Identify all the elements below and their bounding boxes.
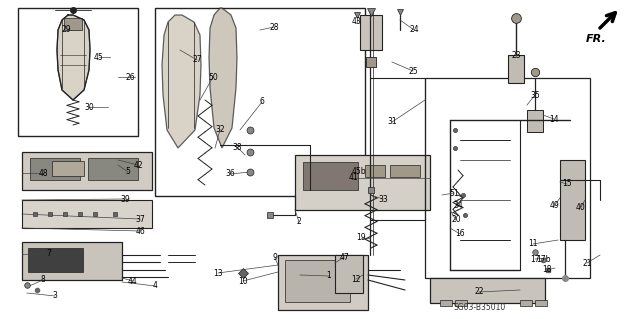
Text: 43: 43 [352,18,362,26]
Text: 4: 4 [152,281,157,291]
Text: 35: 35 [530,91,540,100]
Bar [64,18,82,30]
Text: 18: 18 [542,265,552,275]
Text: 33: 33 [378,195,388,204]
Bar [22,242,122,280]
Text: 38: 38 [232,143,242,152]
Bar [360,15,382,50]
Text: 14: 14 [549,115,559,123]
Text: 47: 47 [339,253,349,262]
Text: 39: 39 [120,195,130,204]
Bar [560,160,585,240]
Bar [30,158,80,180]
Bar [527,110,543,132]
Text: 17b: 17b [536,255,550,263]
Bar [278,255,368,310]
Text: 27: 27 [192,56,202,64]
Bar [88,158,138,180]
Text: 13: 13 [213,269,223,278]
Text: 36: 36 [225,169,235,179]
Text: 34: 34 [453,202,463,211]
Bar [335,255,363,293]
Text: 51: 51 [449,189,459,197]
Text: 26: 26 [125,72,135,81]
Text: 45b: 45b [352,167,366,176]
Bar [155,8,365,196]
Text: 9: 9 [273,254,277,263]
Polygon shape [209,8,237,148]
Text: 12: 12 [351,275,361,284]
Bar [535,300,547,306]
Bar [508,55,524,83]
Text: 21: 21 [582,258,592,268]
Text: SG03-B35010: SG03-B35010 [454,303,506,313]
Text: 17: 17 [530,255,540,263]
Bar [440,300,452,306]
Bar [295,155,430,210]
Text: 40: 40 [576,203,586,211]
Text: 37: 37 [135,214,145,224]
Bar [285,260,350,302]
Polygon shape [162,15,201,148]
Text: 22: 22 [474,287,484,296]
Text: 31: 31 [387,117,397,127]
Text: 16: 16 [455,229,465,239]
Text: 45: 45 [94,53,104,62]
Text: 15: 15 [562,180,572,189]
Text: 7: 7 [47,249,51,258]
Text: 49: 49 [549,202,559,211]
Text: 24: 24 [409,26,419,34]
Text: 11: 11 [528,240,538,249]
Bar [22,152,152,190]
Text: 50: 50 [208,72,218,81]
Text: 3: 3 [52,292,58,300]
Bar [390,165,420,177]
Text: 25: 25 [408,66,418,76]
Bar [303,162,358,190]
Text: 2: 2 [296,218,301,226]
Text: 8: 8 [40,276,45,285]
Text: 23: 23 [511,51,521,61]
Text: 5: 5 [125,167,131,176]
Text: 30: 30 [84,102,94,112]
Text: 10: 10 [238,277,248,286]
Text: 29: 29 [61,26,71,34]
Text: 20: 20 [451,216,461,225]
Text: 28: 28 [269,23,279,32]
Text: 46: 46 [135,226,145,235]
Bar [18,8,138,136]
Text: 48: 48 [38,168,48,177]
Text: 41: 41 [348,174,358,182]
Text: 1: 1 [326,271,332,280]
Bar [520,300,532,306]
Bar [52,161,84,176]
Bar [455,300,467,306]
Bar [425,78,590,278]
Bar [365,165,385,177]
Text: 32: 32 [215,125,225,135]
Text: 6: 6 [260,98,264,107]
Polygon shape [57,15,90,100]
Bar [28,248,83,272]
Bar [22,200,152,228]
Bar [430,278,545,303]
Text: 44: 44 [128,277,138,286]
Text: FR.: FR. [586,34,606,44]
Text: 19: 19 [356,234,366,242]
Text: 42: 42 [133,160,143,169]
